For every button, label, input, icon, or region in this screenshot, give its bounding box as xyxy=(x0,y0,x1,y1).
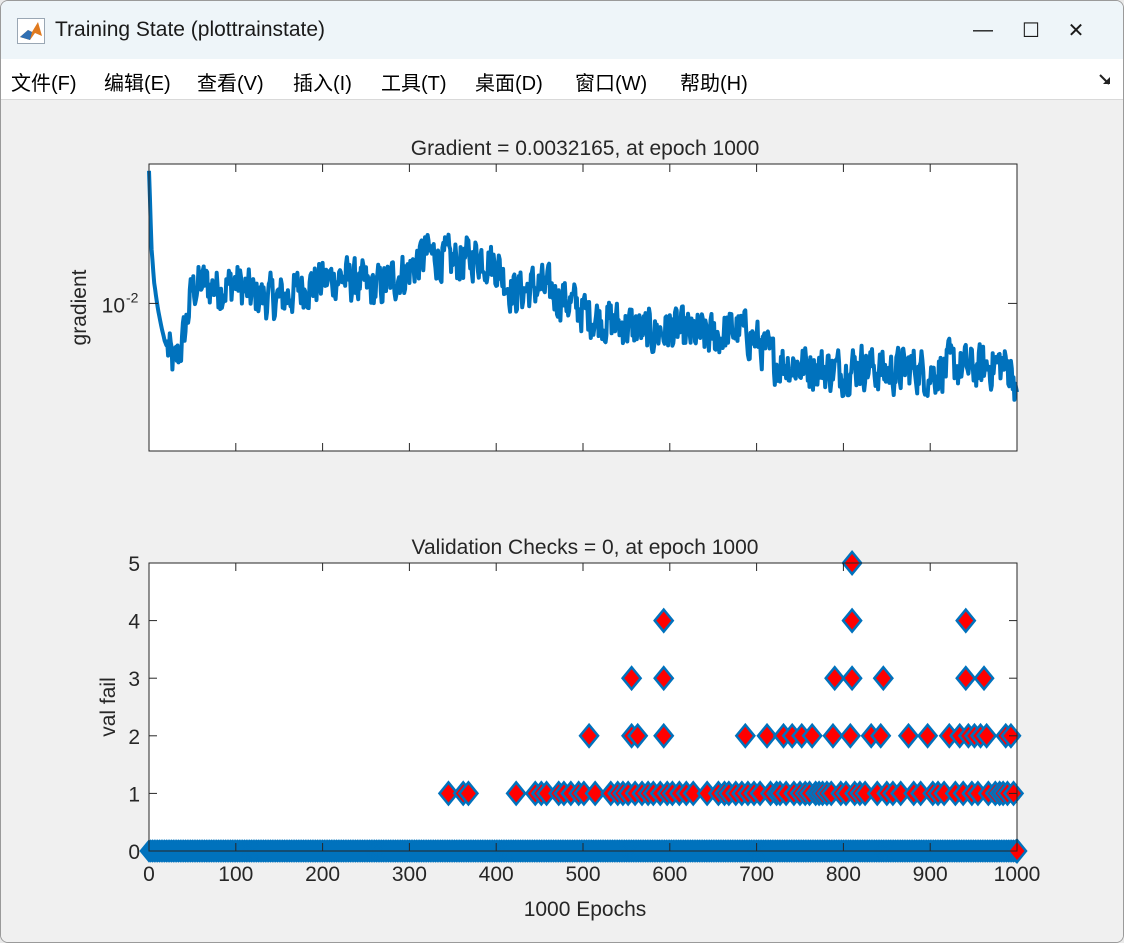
gradient-title: Gradient = 0.0032165, at epoch 1000 xyxy=(411,137,760,160)
menu-insert[interactable]: 插入(I) xyxy=(293,73,352,95)
menu-desktop[interactable]: 桌面(D) xyxy=(475,73,543,95)
valfail-axes-background xyxy=(149,563,1017,851)
maximize-icon: ☐ xyxy=(1022,19,1040,42)
valfail-ytick-label-4: 4 xyxy=(128,611,140,634)
valfail-point-2 xyxy=(457,780,480,807)
valfail-ytick-label-0: 0 xyxy=(128,841,140,864)
minimize-button[interactable]: — xyxy=(960,7,1006,53)
valfail-ytick-label-5: 5 xyxy=(128,553,140,576)
valfail-ytick-label-2: 2 xyxy=(128,726,140,749)
matlab-icon xyxy=(17,18,45,44)
maximize-button[interactable]: ☐ xyxy=(1008,7,1054,53)
valfail-xtick-label-8: 800 xyxy=(826,863,861,886)
valfail-point-76 xyxy=(872,665,894,692)
valfail-point-92 xyxy=(955,607,977,634)
valfail-xtick-label-6: 600 xyxy=(652,863,687,886)
valfail-xtick-label-1: 100 xyxy=(218,863,253,886)
valfail-xlabel: 1000 Epochs xyxy=(524,898,647,921)
menu-window[interactable]: 窗口(W) xyxy=(575,73,648,95)
valfail-point-40 xyxy=(734,722,756,749)
valfail-point-98 xyxy=(973,665,995,692)
valfail-point-75 xyxy=(870,722,892,749)
valfail-ylabel: val fail xyxy=(97,677,120,737)
menu-view[interactable]: 查看(V) xyxy=(197,73,264,95)
dock-arrow-icon[interactable] xyxy=(1097,71,1113,87)
menu-file[interactable]: 文件(F) xyxy=(11,73,77,95)
gradient-ylabel: gradient xyxy=(68,269,91,345)
valfail-point-56 xyxy=(801,722,823,749)
menu-tools[interactable]: 工具(T) xyxy=(381,73,447,95)
valfail-xtick-label-0: 0 xyxy=(143,863,155,886)
window-title: Training State (plottrainstate) xyxy=(55,18,326,41)
gradient-axes-box xyxy=(148,163,1018,452)
valfail-ytick-label-3: 3 xyxy=(128,668,140,691)
valfail-point-66 xyxy=(839,722,861,749)
valfail-xtick-label-10: 1000 xyxy=(994,863,1041,886)
figure-canvas: 10 -2 Gradient = 0.0032165, at epoch 1000 g… xyxy=(1,100,1123,942)
valfail-point-12 xyxy=(578,722,600,749)
valfail-xtick-label-3: 300 xyxy=(392,863,427,886)
gradient-ytick-exponent-0: -2 xyxy=(126,289,139,305)
valfail-point-83 xyxy=(916,722,939,749)
valfail-point-26 xyxy=(653,722,675,749)
valfail-xtick-label-7: 700 xyxy=(739,863,774,886)
valfail-point-28 xyxy=(653,607,675,634)
gradient-series-line xyxy=(147,170,1019,402)
valfail-xtick-label-9: 900 xyxy=(913,863,948,886)
menu-bar: 文件(F) 编辑(E) 查看(V) 插入(I) 工具(T) 桌面(D) 窗口(W… xyxy=(1,59,1123,100)
minimize-icon: — xyxy=(973,18,993,41)
close-icon: ✕ xyxy=(1067,19,1085,42)
valfail-ytick-label-1: 1 xyxy=(128,783,140,806)
valfail-point-67 xyxy=(841,665,863,692)
valfail-xtick-label-5: 500 xyxy=(565,863,600,886)
valfail-title: Validation Checks = 0, at epoch 1000 xyxy=(412,536,759,559)
menu-edit[interactable]: 编辑(E) xyxy=(104,73,171,95)
valfail-xtick-label-2: 200 xyxy=(305,863,340,886)
gradient-ytick-label-0: 10 xyxy=(102,294,125,317)
title-bar[interactable]: Training State (plottrainstate) — ☐ ✕ xyxy=(1,1,1123,59)
close-button[interactable]: ✕ xyxy=(1053,7,1099,53)
valfail-point-19 xyxy=(620,665,643,692)
valfail-point-27 xyxy=(653,665,675,692)
valfail-xtick-label-4: 400 xyxy=(479,863,514,886)
menu-help[interactable]: 帮助(H) xyxy=(680,73,748,95)
valfail-point-21 xyxy=(627,722,649,749)
valfail-axes-box xyxy=(148,562,1018,852)
valfail-point-68 xyxy=(841,607,863,634)
